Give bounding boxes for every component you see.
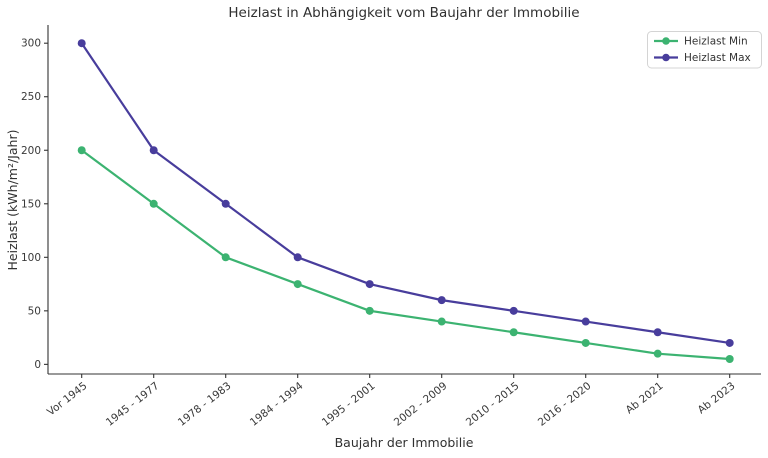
data-point-marker bbox=[365, 280, 374, 289]
data-point-marker bbox=[437, 317, 446, 326]
x-tick-label: 1995 - 2001 bbox=[320, 380, 378, 429]
series-layer bbox=[77, 39, 734, 364]
data-point-marker bbox=[293, 253, 302, 262]
y-tick-label: 50 bbox=[28, 305, 41, 317]
data-point-marker bbox=[653, 349, 662, 358]
y-tick-label: 0 bbox=[34, 359, 41, 371]
x-tick-label: 2016 - 2020 bbox=[536, 380, 594, 429]
legend-swatch-marker bbox=[662, 53, 670, 62]
data-point-marker bbox=[221, 253, 230, 262]
data-point-marker bbox=[725, 355, 734, 364]
legend-item-label: Heizlast Max bbox=[684, 52, 751, 64]
data-point-marker bbox=[149, 146, 158, 155]
y-axis-label: Heizlast (kWh/m²/Jahr) bbox=[5, 130, 20, 271]
data-point-marker bbox=[365, 306, 374, 315]
x-tick-label: Ab 2023 bbox=[696, 380, 738, 416]
series-line-heizlast-min bbox=[80, 149, 731, 361]
x-tick-label: Ab 2021 bbox=[624, 380, 666, 416]
legend-item-label: Heizlast Min bbox=[684, 36, 748, 48]
data-point-marker bbox=[581, 317, 590, 326]
data-point-marker bbox=[581, 338, 590, 347]
y-tick-label: 200 bbox=[21, 145, 41, 157]
x-tick-label: 1945 - 1977 bbox=[104, 380, 162, 429]
data-point-marker bbox=[149, 199, 158, 208]
series-line-heizlast-max bbox=[80, 42, 731, 345]
y-tick-label: 150 bbox=[21, 198, 41, 210]
data-point-marker bbox=[77, 146, 86, 155]
x-axis-label: Baujahr der Immobilie bbox=[335, 435, 474, 450]
x-tick-label: 1984 - 1994 bbox=[248, 380, 306, 429]
x-tick-label: 2010 - 2015 bbox=[464, 380, 522, 429]
x-tick-label: 2002 - 2009 bbox=[392, 380, 450, 429]
data-point-marker bbox=[509, 306, 518, 315]
data-point-marker bbox=[293, 280, 302, 289]
legend: Heizlast Min Heizlast Max bbox=[647, 31, 762, 69]
data-point-marker bbox=[725, 338, 734, 347]
chart-title: Heizlast in Abhängigkeit vom Baujahr der… bbox=[228, 5, 579, 21]
y-tick-label: 250 bbox=[21, 91, 41, 103]
data-point-marker bbox=[509, 328, 518, 337]
x-tick-label: Vor 1945 bbox=[45, 380, 90, 418]
y-tick-label: 100 bbox=[21, 252, 41, 264]
axes-layer: 0 50 100 150 200 250 300 Vor 1945 1945 - 1977 197… bbox=[21, 25, 761, 429]
data-point-marker bbox=[653, 328, 662, 337]
y-tick-label: 300 bbox=[21, 38, 41, 50]
x-tick-label: 1978 - 1983 bbox=[176, 380, 234, 429]
data-point-marker bbox=[437, 296, 446, 305]
data-point-marker bbox=[77, 39, 86, 48]
legend-swatch-marker bbox=[662, 37, 670, 45]
data-point-marker bbox=[221, 199, 230, 208]
